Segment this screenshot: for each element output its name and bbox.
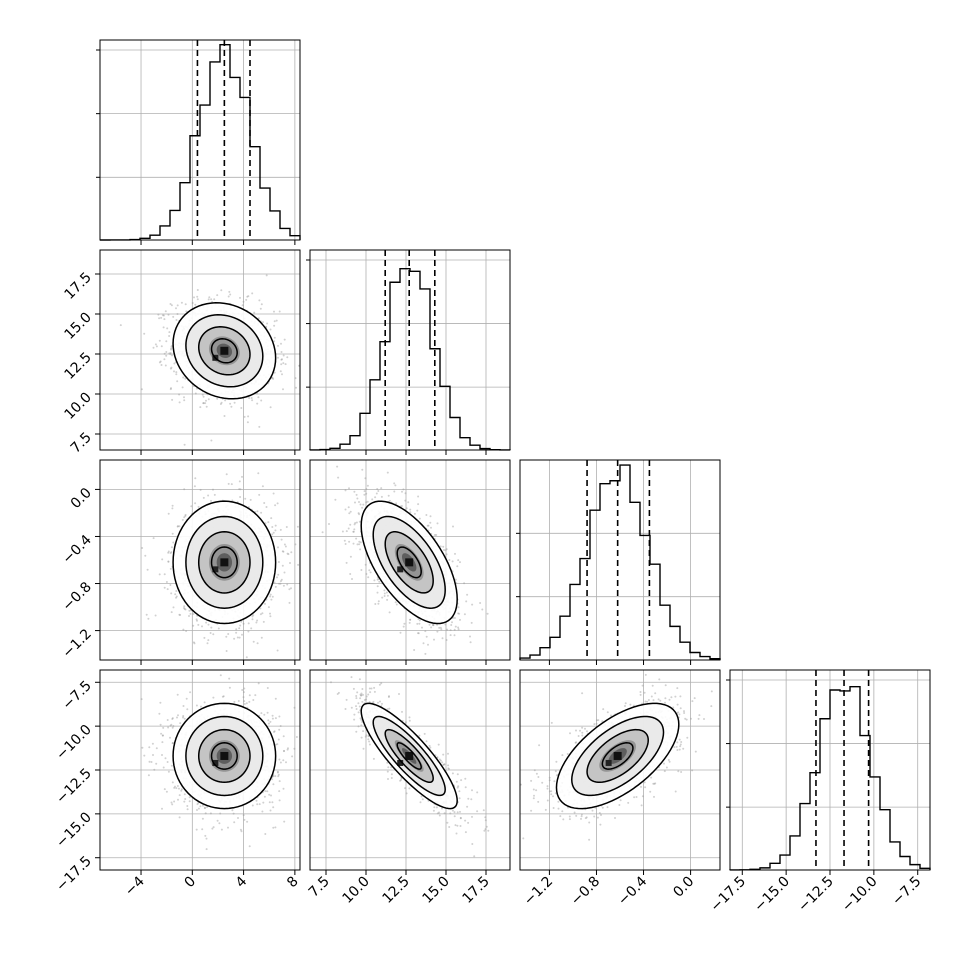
x-tick-label: −1.2 — [521, 874, 556, 909]
y-tick-label: −0.4 — [59, 532, 94, 567]
histogram-panel-2 — [306, 249, 511, 451]
x-tick-label: 15.0 — [419, 874, 452, 907]
x-tick-label: −10.0 — [839, 874, 881, 916]
y-tick-label: 10.0 — [61, 390, 94, 423]
x-tick-label: 8 — [284, 874, 302, 892]
scatter-panel-4-2 — [309, 669, 511, 871]
contour-line-1 — [210, 742, 238, 770]
scatter-panel-4-1 — [99, 669, 301, 871]
contour-line-4 — [172, 500, 277, 625]
histogram-panel-1 — [96, 39, 301, 241]
panel-background — [100, 40, 300, 240]
contour-line-4 — [172, 702, 277, 810]
x-tick-label: −4 — [122, 873, 148, 899]
contour-line-1 — [396, 742, 422, 770]
panel-frame — [309, 459, 511, 661]
panel-frame — [519, 669, 721, 871]
density-cell — [212, 566, 219, 573]
contour-line-4 — [360, 500, 458, 625]
y-tick-label: 7.5 — [68, 430, 95, 457]
density-peak-cell — [220, 346, 229, 355]
panel-frame — [99, 249, 301, 451]
panel-frame — [309, 249, 511, 451]
density-cell — [212, 759, 219, 766]
scatter-panel-3-2 — [309, 459, 511, 661]
y-tick-label: 15.0 — [61, 310, 94, 343]
density-peak-cell — [613, 751, 622, 760]
histogram-panel-4 — [726, 669, 931, 871]
density-peak-cell — [405, 751, 414, 760]
x-tick-label: −15.0 — [751, 874, 793, 916]
y-tick-label: −10.0 — [53, 722, 95, 764]
x-tick-label: −12.5 — [795, 874, 837, 916]
scatter-panel-3-1 — [99, 459, 301, 661]
contour-line-2 — [197, 531, 251, 594]
panel-frame — [99, 459, 301, 661]
histogram-panel-3 — [516, 459, 721, 661]
panel-frame — [519, 459, 721, 661]
contour-line-3 — [185, 515, 264, 609]
histogram-step — [729, 686, 931, 871]
contour-line-1 — [210, 546, 238, 579]
contour-line-3 — [571, 715, 665, 797]
x-tick-label: 0 — [182, 874, 200, 892]
density-peak-cell — [220, 751, 229, 760]
contour-line-2 — [586, 728, 649, 784]
histogram-step — [519, 464, 721, 660]
y-tick-label: −0.8 — [59, 579, 94, 614]
density-peak-cell — [220, 558, 229, 567]
contour-line-4 — [555, 702, 680, 810]
density-cell — [605, 759, 612, 766]
y-tick-label: 12.5 — [61, 350, 94, 383]
panel-background — [520, 460, 720, 660]
contour-line-2 — [197, 326, 251, 376]
y-tick-label: −17.5 — [53, 853, 95, 895]
scatter-panel-2-1 — [99, 249, 301, 451]
contour-line-2 — [197, 728, 251, 784]
scatter-panel-4-3 — [519, 669, 721, 871]
x-tick-label: 10.0 — [339, 874, 372, 907]
contour-line-1 — [210, 338, 238, 364]
contour-line-2 — [384, 531, 434, 594]
density-cell — [397, 566, 404, 573]
x-tick-label: −17.5 — [707, 874, 749, 916]
y-tick-label: −12.5 — [53, 766, 95, 808]
panel-frame — [309, 669, 511, 871]
y-tick-label: −1.2 — [59, 626, 94, 661]
x-tick-label: 12.5 — [379, 874, 412, 907]
y-tick-label: 0.0 — [68, 485, 95, 512]
x-tick-label: 4 — [233, 873, 251, 891]
x-tick-label: −7.5 — [889, 874, 924, 909]
y-tick-label: −7.5 — [59, 678, 94, 713]
contour-line-3 — [372, 715, 446, 797]
contour-line-4 — [360, 702, 458, 810]
x-tick-label: −0.8 — [568, 874, 603, 909]
panel-frame — [99, 39, 301, 241]
contour-line-1 — [601, 742, 634, 770]
contour-line-2 — [384, 728, 434, 784]
density-cell — [397, 759, 404, 766]
y-tick-label: 17.5 — [61, 270, 94, 303]
x-tick-label: 7.5 — [306, 874, 333, 901]
density-peak-cell — [405, 558, 414, 567]
x-tick-label: 0.0 — [670, 874, 697, 901]
x-tick-label: 17.5 — [459, 874, 492, 907]
contour-line-4 — [172, 302, 277, 400]
x-tick-label: −0.4 — [615, 873, 650, 908]
contour-line-3 — [185, 715, 264, 797]
contour-line-3 — [185, 314, 264, 388]
y-tick-label: −15.0 — [53, 809, 95, 851]
contour-line-1 — [396, 546, 422, 579]
contour-line-3 — [372, 515, 446, 609]
